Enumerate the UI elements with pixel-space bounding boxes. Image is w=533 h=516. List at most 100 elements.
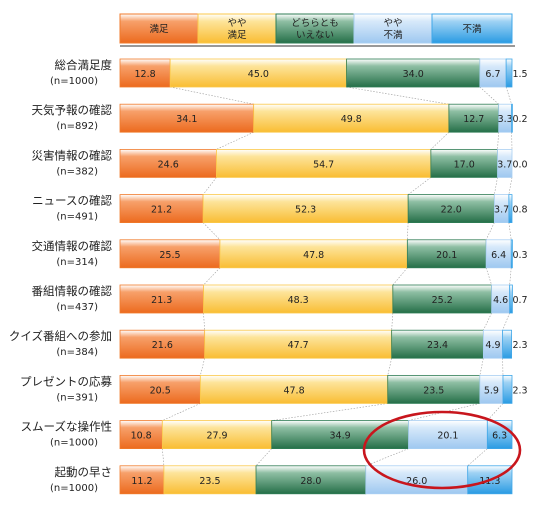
category-label: クイズ番組への参加	[9, 329, 112, 343]
category-label: プレゼントの応募	[20, 374, 112, 388]
bar-value-label: 10.8	[131, 431, 152, 442]
connector-line	[202, 177, 217, 195]
bar-value-label: 20.1	[437, 431, 458, 442]
legend-label: 不満	[462, 24, 482, 35]
bar-segment	[216, 148, 432, 178]
bar-value-label: 21.2	[151, 205, 172, 216]
category-n-label: (n=491)	[56, 212, 98, 223]
connector-line	[202, 222, 221, 241]
bar-segment	[479, 58, 507, 88]
bar-segment	[119, 239, 221, 269]
highlight-ellipse	[362, 410, 522, 490]
bar-value-label: 4.9	[485, 340, 500, 351]
bar-value-label: 24.6	[158, 159, 179, 170]
bar-value-label: 6.7	[485, 69, 500, 80]
connector-line	[505, 86, 512, 105]
legend-label: 満足	[227, 30, 247, 41]
bar-segment	[119, 284, 204, 314]
bar-value-label: 26.0	[406, 476, 427, 487]
connector-line	[430, 131, 450, 150]
bar-value-label: 34.1	[176, 114, 197, 125]
bar-value-label: 48.3	[288, 295, 309, 306]
bar-segment	[202, 194, 409, 224]
bar-value-label: 12.7	[463, 114, 484, 125]
category-label: 天気予報の確認	[32, 103, 113, 117]
connector-line	[508, 177, 513, 195]
connector-line	[365, 448, 409, 467]
category-n-label: (n=1000)	[50, 483, 98, 494]
bar-value-label: 12.8	[135, 69, 156, 80]
category-n-label: (n=382)	[56, 166, 98, 177]
category-label: ニュースの確認	[32, 194, 112, 208]
category-n-label: (n=1000)	[50, 438, 98, 449]
bar-value-label: 47.8	[283, 385, 304, 396]
connector-line	[407, 222, 409, 240]
bar-value-label: 20.5	[150, 385, 171, 396]
connector-line	[346, 86, 449, 105]
bar-value-label: 49.8	[341, 114, 362, 125]
bar-value-label: 27.9	[206, 431, 227, 442]
bar-value-label: 0.3	[512, 250, 527, 261]
bar-value-label: 34.9	[330, 431, 351, 442]
bar-value-label: 47.7	[288, 340, 309, 351]
bar-row: 12.8 45.0 34.0 6.7 1.5	[119, 58, 528, 88]
bar-value-label: 25.5	[159, 250, 180, 261]
connector-line	[271, 403, 388, 421]
bar-value-label: 21.6	[152, 340, 173, 351]
connector-line	[487, 403, 504, 421]
connector-line	[203, 312, 205, 331]
bar-segment	[204, 329, 393, 359]
bar-row: 21.6 47.7 23.4 4.9 2.3	[119, 329, 528, 359]
bar-value-label: 2.3	[512, 385, 527, 396]
bar-value-label: 25.2	[432, 295, 453, 306]
bar-value-label: 3.7	[497, 159, 512, 170]
bar-segment	[497, 148, 513, 178]
bar-value-label: 23.5	[423, 385, 444, 396]
bars: 12.8 45.0 34.0 6.7 1.5 34.1 49.8 12.7 3.3 0.2 24.6…	[119, 58, 528, 495]
category-n-label: (n=437)	[56, 302, 98, 313]
bar-value-label: 21.3	[151, 295, 172, 306]
bar-segment	[163, 465, 257, 495]
bar-row: 24.6 54.7 17.0 3.7 0.0	[119, 148, 528, 178]
connector-line	[200, 358, 205, 376]
legend-label: 不満	[383, 30, 403, 41]
bar-segment	[119, 148, 217, 178]
bar-value-label: 5.9	[484, 385, 499, 396]
bar-value-label: 11.2	[131, 476, 152, 487]
connector-line	[508, 222, 512, 240]
bar-row: 20.5 47.8 23.5 5.9 2.3	[119, 374, 528, 404]
bar-value-label: 45.0	[248, 69, 269, 80]
bar-segment	[119, 58, 171, 88]
bar-value-label: 3.7	[494, 205, 509, 216]
connector-line	[170, 86, 254, 105]
bar-segment	[448, 103, 500, 133]
legend-label: いえない	[296, 30, 334, 41]
bar-value-label: 3.3	[498, 114, 513, 125]
bar-value-label: 23.4	[427, 340, 448, 351]
legend-label: やや	[383, 18, 402, 29]
bar-segment	[199, 374, 389, 404]
connector-line	[502, 312, 510, 331]
bar-value-label: 2.3	[512, 340, 527, 351]
bar-value-label: 6.4	[491, 250, 506, 261]
bar-value-label: 4.6	[493, 295, 508, 306]
bar-value-label: 0.7	[512, 295, 527, 306]
legend-item: 不満	[431, 13, 513, 44]
bar-segment	[271, 420, 409, 450]
category-label: 総合満足度	[55, 58, 113, 72]
connector-line	[387, 358, 392, 376]
bar-segment	[365, 465, 469, 495]
bar-segment	[161, 420, 273, 450]
bar-value-label: 54.7	[313, 159, 334, 170]
category-label: 交通情報の確認	[32, 239, 113, 253]
bar-segment	[346, 58, 481, 88]
bar-segment	[511, 103, 513, 133]
connector-line	[494, 177, 498, 195]
bar-segment	[255, 465, 367, 495]
connector-line	[483, 312, 492, 331]
bar-value-label: 6.3	[492, 431, 507, 442]
bar-segment	[169, 58, 347, 88]
